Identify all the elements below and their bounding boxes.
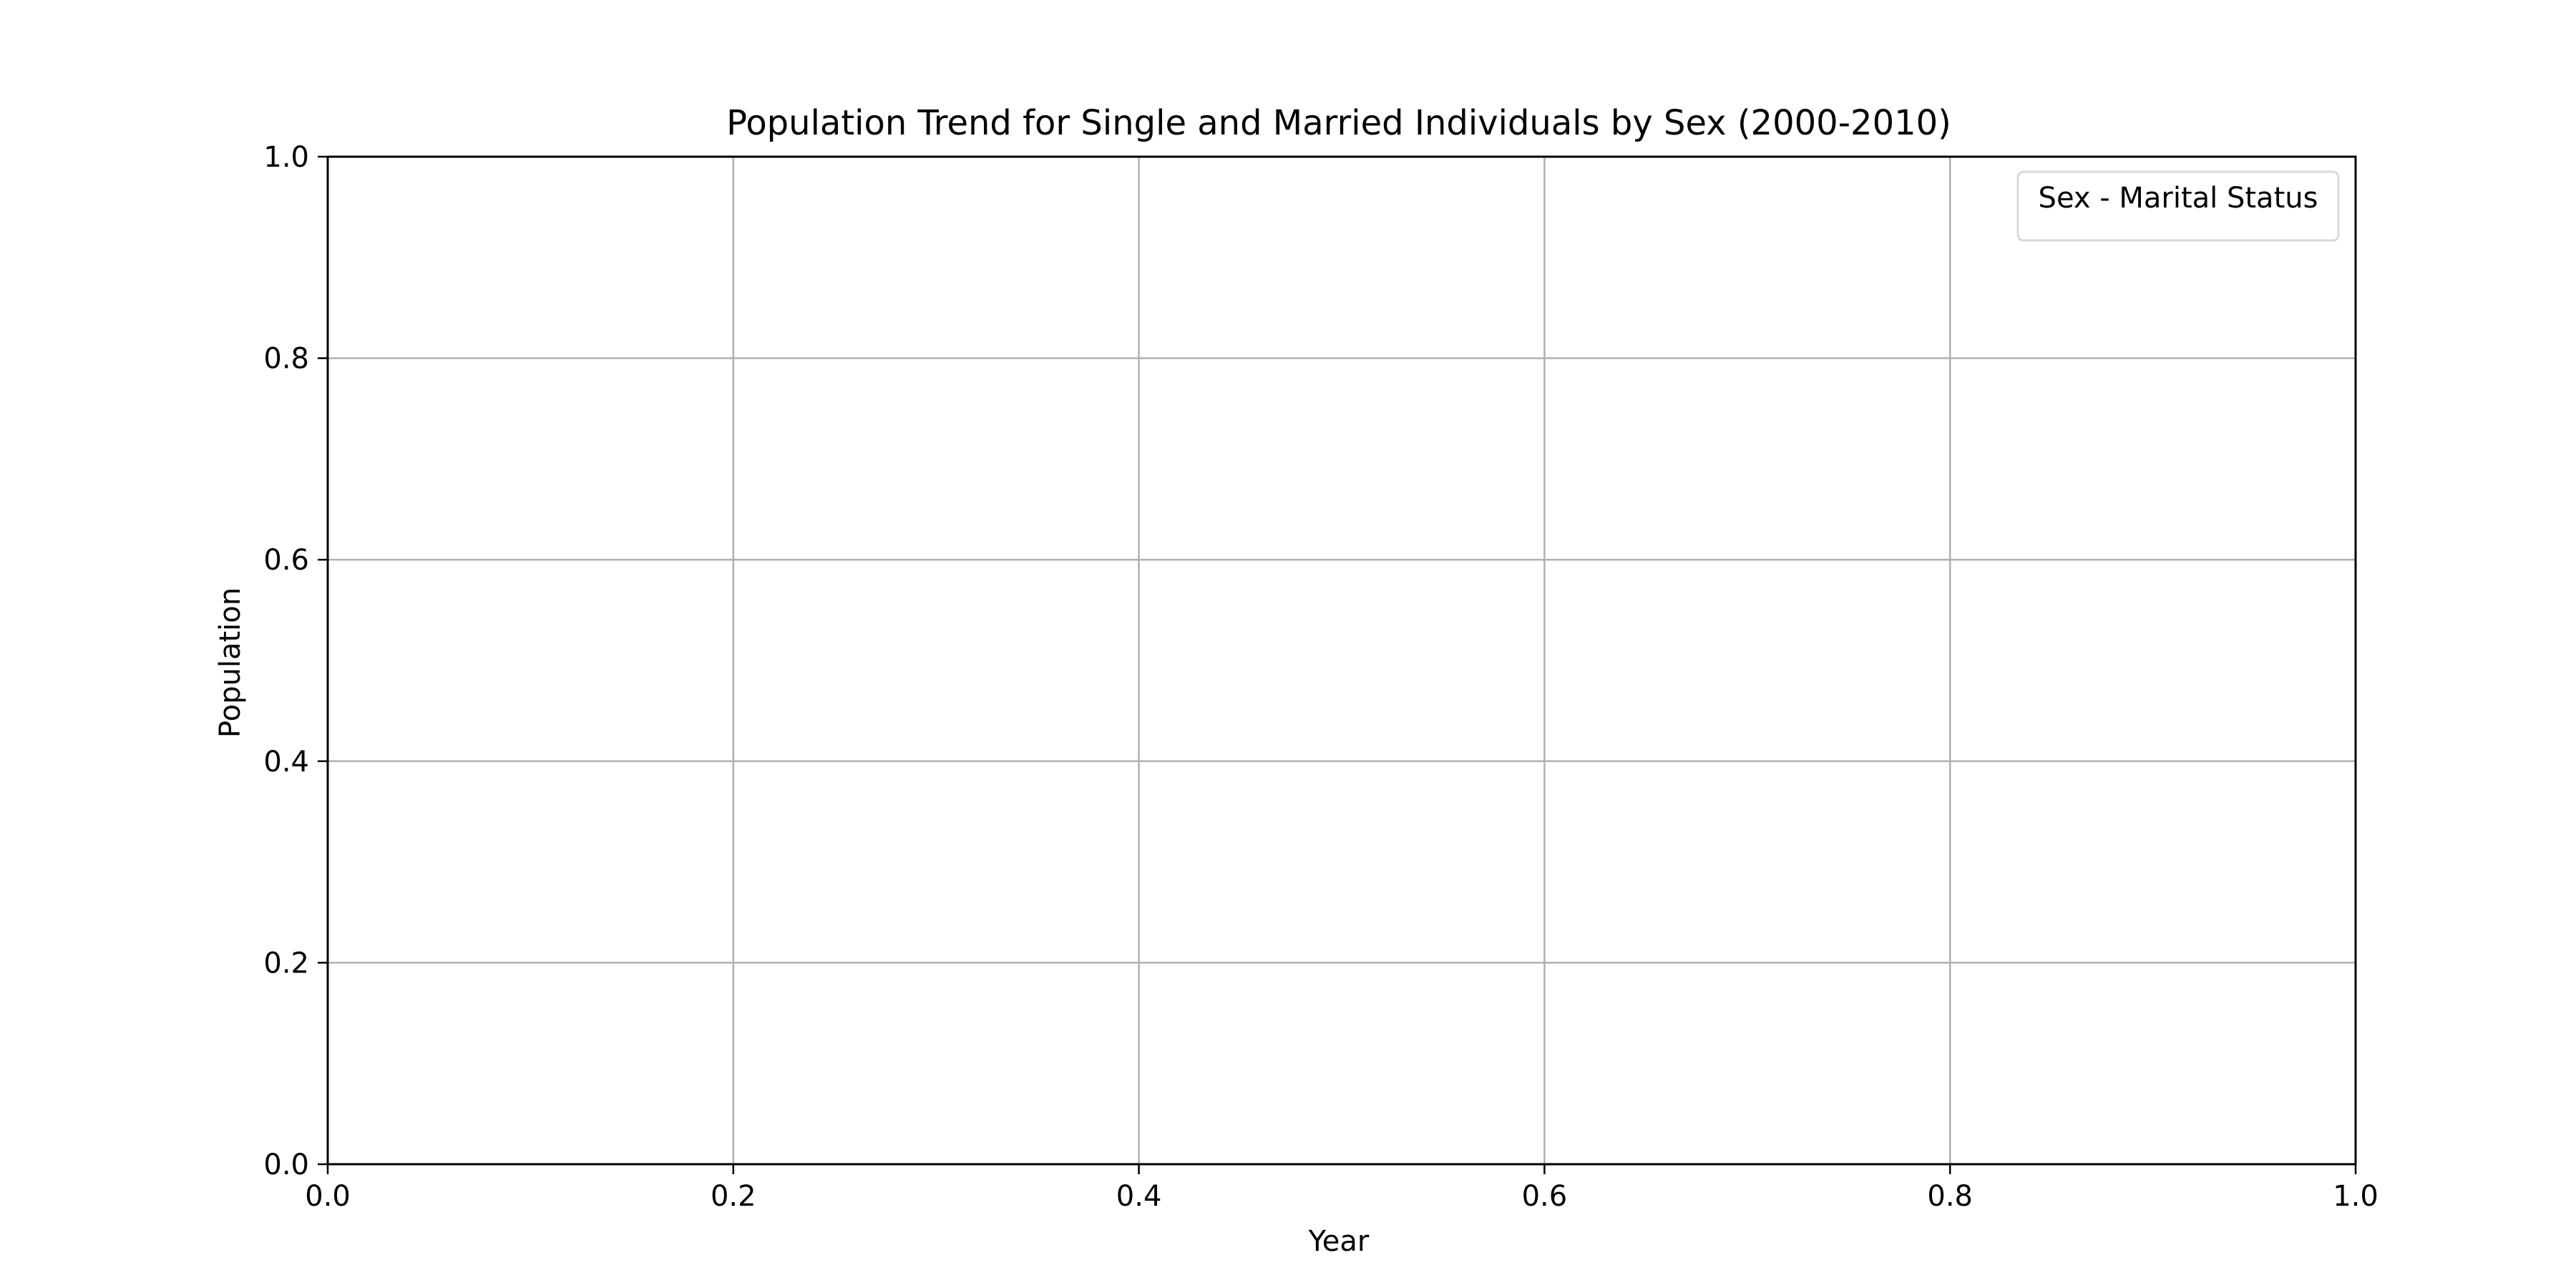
plot-area-frame bbox=[326, 155, 2357, 1166]
grid-lines bbox=[328, 157, 2356, 1164]
legend-box bbox=[2016, 170, 2340, 242]
x-tick-label: 0.4 bbox=[1116, 1180, 1162, 1213]
x-tick-label: 0.6 bbox=[1522, 1180, 1568, 1213]
y-tick-label: 0.4 bbox=[263, 746, 309, 779]
x-tick-label: 1.0 bbox=[2333, 1180, 2379, 1213]
x-tick-label: 0.8 bbox=[1927, 1180, 1973, 1213]
axis-ticks: 0.0 0.2 0.4 0.6 0.8 1.0 0.0 0.2 0.4 0.6 0.8 1.0 bbox=[263, 141, 2378, 1213]
y-axis-label: Population bbox=[214, 587, 247, 738]
y-tick-label: 0.0 bbox=[263, 1148, 309, 1181]
x-tick-label: 0.0 bbox=[305, 1180, 351, 1213]
legend-title: Sex - Marital Status bbox=[2039, 182, 2318, 215]
y-tick-label: 0.2 bbox=[263, 947, 309, 980]
y-tick-label: 0.6 bbox=[263, 544, 309, 577]
y-tick-label: 0.8 bbox=[263, 343, 309, 376]
y-tick-label: 1.0 bbox=[263, 141, 309, 174]
chart-title: Population Trend for Single and Married … bbox=[726, 103, 1951, 143]
x-tick-label: 0.2 bbox=[711, 1180, 756, 1213]
legend: Sex - Marital Status bbox=[2016, 170, 2340, 242]
x-axis-label: Year bbox=[1308, 1225, 1370, 1258]
